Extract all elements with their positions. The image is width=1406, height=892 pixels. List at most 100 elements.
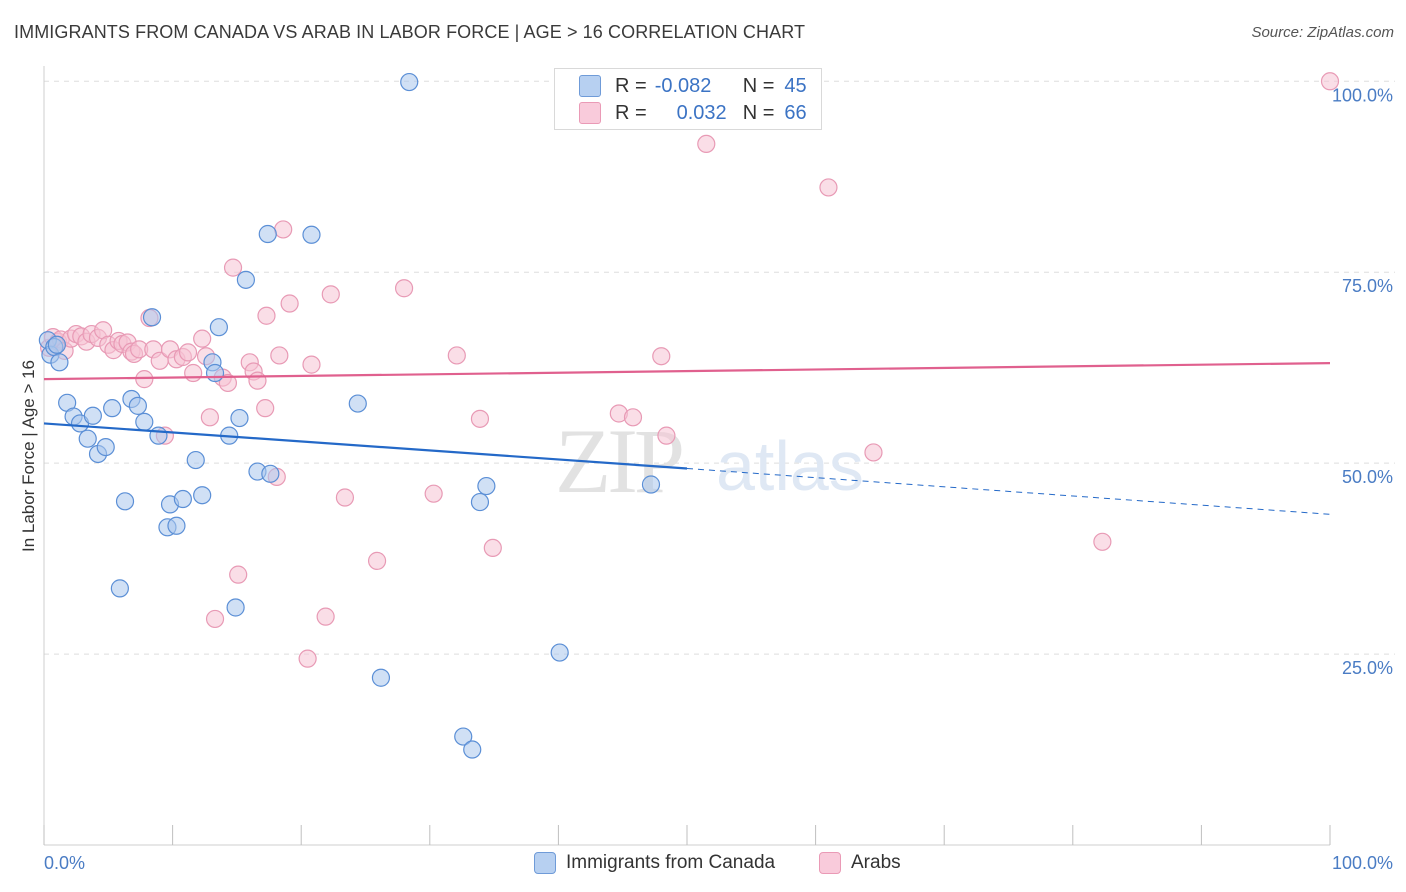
y-tick-label: 25.0% [1342, 658, 1393, 678]
legend-item-canada[interactable]: Immigrants from Canada [534, 852, 775, 874]
x-tick-label: 0.0% [44, 853, 85, 873]
point-canada [641, 475, 661, 494]
legend-label: Arabs [851, 852, 901, 873]
point-canada [78, 429, 97, 448]
point-canada [115, 492, 135, 511]
point-arabs [470, 409, 490, 428]
point-arabs [302, 355, 321, 374]
point-arabs [394, 279, 414, 298]
point-canada [135, 412, 154, 431]
point-arabs [218, 373, 237, 393]
point-canada [550, 643, 569, 662]
point-arabs [1093, 532, 1112, 551]
point-arabs [819, 178, 838, 197]
point-canada [186, 450, 205, 470]
point-canada [149, 426, 168, 445]
point-arabs [135, 370, 154, 389]
point-canada [128, 396, 147, 415]
trend-line-canada [43, 422, 688, 470]
n-label: N = [742, 101, 775, 124]
point-arabs [274, 220, 293, 239]
n-value: 66 [784, 101, 807, 124]
point-arabs [652, 347, 671, 366]
legend-item-arabs[interactable]: Arabs [819, 852, 901, 874]
point-arabs [1320, 72, 1340, 91]
blue-swatch [579, 75, 601, 97]
point-arabs [298, 649, 317, 668]
point-arabs [200, 408, 219, 427]
pink-swatch [579, 102, 601, 124]
point-arabs [447, 346, 466, 365]
point-arabs [223, 258, 243, 277]
watermark: ZIP atlas [555, 410, 864, 512]
point-arabs [321, 285, 340, 304]
point-canada [302, 225, 321, 244]
point-canada [96, 437, 115, 457]
trend-line-arabs [43, 361, 1331, 381]
point-arabs [335, 488, 355, 507]
point-arabs [864, 443, 883, 462]
point-arabs [184, 363, 203, 383]
point-canada [258, 224, 277, 244]
x-tick-label: 100.0% [1332, 853, 1393, 873]
y-tick-label: 100.0% [1332, 85, 1393, 105]
point-arabs [316, 607, 335, 626]
point-arabs [257, 306, 276, 325]
point-arabs [623, 408, 643, 427]
point-canada [103, 399, 122, 418]
stats-row-canada: R = -0.082 N = 45 [579, 73, 807, 99]
point-arabs [697, 134, 716, 153]
point-arabs [256, 399, 275, 418]
point-canada [226, 598, 245, 617]
trend-line-canada-projection [686, 467, 1331, 515]
y-axis-label: In Labor Force | Age > 16 [19, 360, 38, 552]
point-arabs [205, 609, 225, 629]
point-canada [400, 72, 419, 92]
point-canada [348, 394, 367, 413]
point-arabs [270, 346, 289, 365]
point-canada [142, 308, 162, 327]
point-canada [173, 489, 192, 509]
point-canada [230, 408, 249, 428]
n-label: N = [742, 74, 775, 97]
point-canada [477, 476, 496, 496]
n-value: 45 [784, 74, 807, 97]
point-canada [209, 318, 228, 337]
point-canada [470, 492, 490, 512]
r-value: -0.082 [654, 74, 712, 97]
point-arabs [229, 565, 248, 584]
point-canada [110, 579, 129, 598]
point-arabs [657, 426, 676, 445]
point-arabs [178, 343, 198, 362]
stats-legend: R = -0.082 N = 45 R = 0.032 N = 66 [554, 68, 822, 130]
point-arabs [248, 371, 267, 390]
point-arabs [367, 551, 387, 570]
point-arabs [280, 294, 299, 313]
point-arabs [483, 538, 502, 558]
blue-swatch [534, 852, 556, 874]
y-tick-label: 75.0% [1342, 276, 1393, 296]
y-tick-label: 50.0% [1342, 467, 1393, 487]
chart-title: IMMIGRANTS FROM CANADA VS ARAB IN LABOR … [14, 22, 806, 42]
point-canada [205, 363, 225, 383]
watermark-atlas: atlas [716, 427, 864, 505]
point-canada [371, 668, 391, 687]
r-label: R = [615, 74, 647, 97]
point-canada [50, 353, 69, 372]
point-arabs [424, 484, 443, 503]
r-value: 0.032 [676, 101, 727, 124]
legend-label: Immigrants from Canada [566, 852, 776, 873]
point-canada [236, 270, 256, 289]
point-canada [167, 516, 186, 535]
point-canada [47, 335, 66, 354]
pink-swatch [819, 852, 841, 874]
point-arabs [193, 329, 212, 348]
point-canada [463, 740, 482, 759]
source-label: Source: ZipAtlas.com [1251, 24, 1394, 41]
point-canada [193, 486, 212, 505]
stats-row-arabs: R = 0.032 N = 66 [579, 100, 807, 126]
r-label: R = [615, 101, 647, 124]
point-canada [261, 464, 280, 483]
point-canada [454, 727, 473, 746]
